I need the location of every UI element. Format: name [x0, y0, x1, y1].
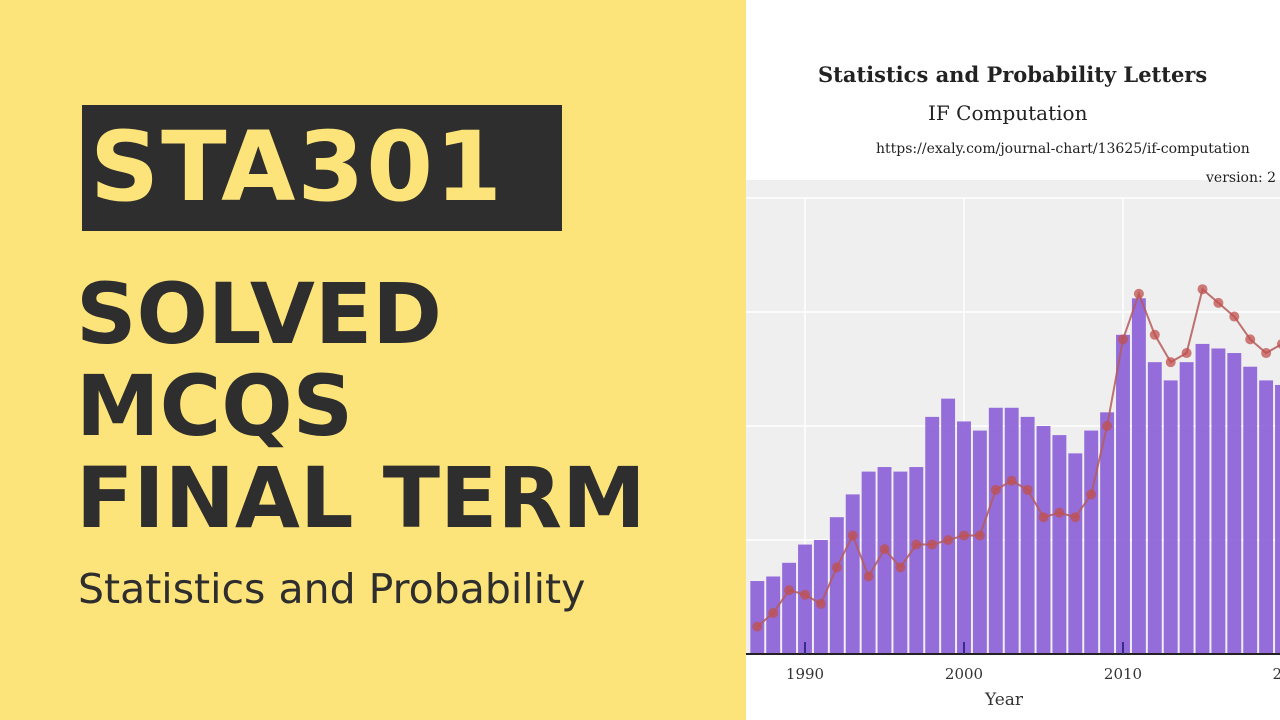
line-point	[1149, 329, 1160, 340]
line-point	[879, 544, 890, 555]
chart-title: Statistics and Probability Letters	[818, 62, 1207, 87]
bar	[1004, 407, 1019, 654]
bar	[1147, 362, 1162, 654]
bar	[972, 430, 987, 654]
bar	[1163, 380, 1178, 654]
line-point	[831, 562, 842, 573]
line-point	[1054, 507, 1065, 518]
line-point	[1277, 339, 1280, 349]
line-point	[911, 539, 922, 550]
line-point	[1006, 475, 1017, 486]
chart-source: https://exaly.com/journal-chart/13625/if…	[876, 141, 1250, 157]
line-point	[1197, 284, 1208, 295]
bar	[1116, 334, 1130, 654]
line-point	[943, 535, 954, 545]
subtitle: Statistics and Probability	[78, 565, 586, 613]
x-tick-labels: 1990 2000 2010 20	[786, 642, 1280, 683]
line-point	[1261, 348, 1272, 359]
line-point	[784, 585, 795, 596]
line-point	[1229, 311, 1240, 322]
line-point	[752, 621, 763, 632]
bar	[845, 494, 860, 654]
line-point	[1022, 484, 1033, 495]
bar	[1020, 416, 1035, 654]
chart-version: version: 2	[1205, 170, 1276, 186]
bar	[1195, 343, 1210, 654]
if-computation-chart: 1990 2000 2010 20 Statistics and Probabilit…	[746, 62, 1280, 710]
bar	[782, 562, 797, 654]
bar	[1259, 380, 1274, 654]
bar	[941, 398, 956, 654]
line-point	[895, 562, 906, 573]
line-point	[974, 530, 985, 541]
line-point	[847, 530, 858, 541]
bar	[861, 471, 876, 654]
line-point	[1038, 512, 1049, 523]
bar	[1068, 453, 1083, 654]
line-point	[1133, 288, 1144, 299]
bar	[1227, 353, 1242, 654]
line-point	[800, 589, 810, 600]
bar	[1052, 435, 1067, 654]
line-point	[863, 571, 874, 582]
line-point	[1086, 489, 1097, 500]
bar	[877, 467, 892, 654]
headline-line-1: SOLVED	[76, 265, 442, 363]
headline: SOLVED MCQS FINAL TERM	[76, 268, 646, 544]
bar	[1275, 384, 1280, 654]
bar	[1243, 366, 1258, 654]
chart-panel: 1990 2000 2010 20 Statistics and Probabilit…	[746, 0, 1280, 720]
bar	[925, 416, 940, 654]
line-point	[1245, 334, 1256, 345]
line-point	[1181, 348, 1192, 359]
bar	[1100, 412, 1115, 654]
line-point	[990, 484, 1001, 495]
line-point	[815, 598, 826, 609]
bar	[813, 540, 828, 654]
line-series	[752, 284, 1280, 632]
thumbnail-text-panel: STA301 SOLVED MCQS FINAL TERM Statistics…	[76, 105, 646, 613]
line-point	[1070, 512, 1081, 523]
x-axis-label: Year	[984, 690, 1024, 710]
course-code: STA301	[90, 111, 504, 223]
line-point	[1165, 357, 1176, 368]
x-tick-label: 2010	[1104, 665, 1142, 683]
chart-subtitle: IF Computation	[928, 101, 1088, 125]
bar-series	[750, 298, 1280, 654]
line-point	[1118, 334, 1128, 345]
course-code-box	[82, 105, 562, 231]
headline-line-2: MCQS	[76, 357, 354, 455]
bar	[1084, 430, 1099, 654]
x-tick-label: 1990	[786, 665, 824, 683]
line-point	[927, 539, 938, 550]
bar	[909, 467, 924, 654]
bar	[750, 581, 765, 654]
bar	[988, 407, 1003, 654]
bar	[1131, 298, 1146, 654]
bar	[1036, 426, 1051, 654]
headline-line-3: FINAL TERM	[76, 449, 646, 547]
x-tick-label: 2000	[945, 665, 983, 683]
bar	[1179, 362, 1194, 654]
line-point	[768, 607, 779, 618]
line-point	[1213, 297, 1224, 308]
bar	[829, 517, 844, 654]
line-point	[1102, 421, 1113, 431]
line-point	[959, 530, 969, 541]
x-tick-label: 20	[1272, 665, 1280, 683]
bar	[1211, 348, 1226, 654]
